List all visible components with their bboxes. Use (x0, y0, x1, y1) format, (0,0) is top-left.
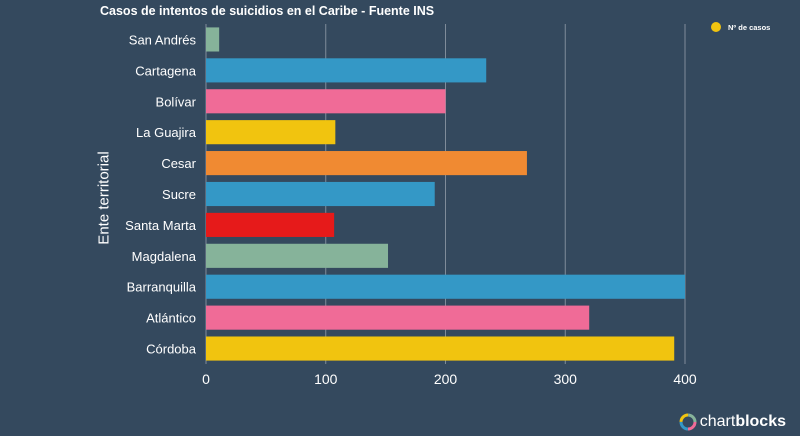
bar (206, 89, 446, 114)
bar (206, 274, 685, 299)
bar (206, 212, 335, 237)
brand-name-bold: blocks (735, 413, 786, 430)
x-tick-label: 300 (554, 371, 578, 387)
legend[interactable]: Nº de casos (711, 22, 770, 32)
bar (206, 181, 435, 207)
y-tick-label: Santa Marta (125, 218, 197, 233)
x-tick-label: 400 (673, 371, 697, 387)
bar (206, 243, 389, 268)
y-tick-label: Córdoba (146, 342, 197, 357)
x-tick-label: 100 (314, 371, 338, 387)
y-tick-label: Atlántico (146, 311, 196, 326)
y-tick-label: Cesar (161, 156, 196, 171)
bar (206, 120, 336, 145)
chartblocks-logo-icon (679, 413, 697, 431)
legend-label: Nº de casos (728, 22, 771, 32)
brand-name-light: chart (699, 413, 736, 430)
chart-title: Casos de intentos de suicidios en el Car… (100, 4, 435, 18)
y-tick-label: Barranquilla (127, 280, 197, 295)
y-tick-label: Sucre (162, 187, 196, 202)
bar (206, 58, 487, 83)
x-tick-label: 200 (434, 371, 458, 387)
bar (206, 336, 675, 361)
bar (206, 27, 220, 52)
chartblocks-logo: chart blocks (679, 413, 786, 431)
y-tick-label: Cartagena (135, 63, 196, 78)
legend-dot-icon (711, 22, 721, 32)
bar (206, 305, 590, 330)
y-tick-label: La Guajira (136, 125, 197, 140)
bar (206, 151, 527, 176)
y-tick-label: Magdalena (132, 249, 197, 264)
x-tick-label: 0 (202, 371, 210, 387)
y-tick-label: Bolívar (156, 94, 197, 109)
y-tick-label: San Andrés (129, 32, 197, 47)
